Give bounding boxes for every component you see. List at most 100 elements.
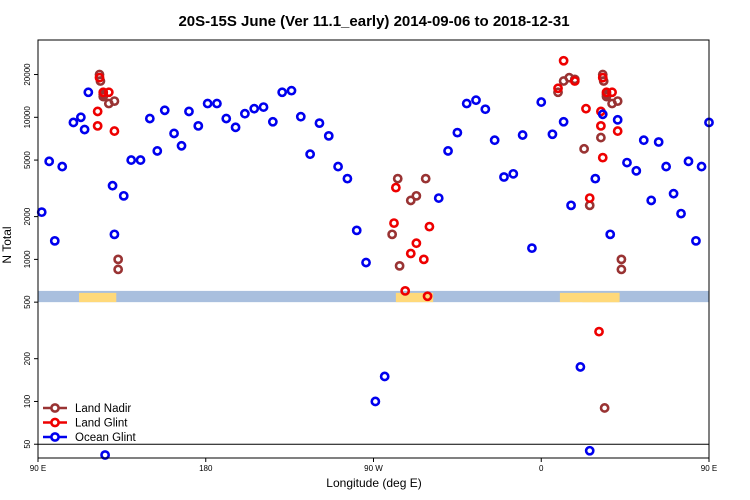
data-point <box>305 149 316 160</box>
legend-item: Ocean Glint <box>43 432 137 444</box>
data-point <box>394 260 405 271</box>
data-point <box>295 111 306 122</box>
legend-marker <box>50 403 60 413</box>
data-point <box>49 235 60 246</box>
data-point <box>83 87 94 98</box>
data-point <box>405 248 416 259</box>
data-point <box>691 235 701 246</box>
data-point <box>547 129 558 140</box>
data-point <box>113 264 124 275</box>
data-point <box>351 225 362 236</box>
data-point <box>392 173 403 184</box>
data-point <box>631 165 642 176</box>
data-point <box>668 188 679 199</box>
data-point <box>597 72 608 83</box>
data-point <box>135 155 146 165</box>
data-point <box>601 87 612 98</box>
data-point <box>405 195 416 206</box>
data-point <box>267 116 278 127</box>
coverage-band-highlight <box>582 292 620 303</box>
data-point <box>107 180 118 191</box>
legend-marker <box>50 417 60 428</box>
data-point <box>422 291 433 302</box>
data-point <box>411 238 422 249</box>
y-tick-label: 50 <box>23 439 32 448</box>
data-point <box>109 96 120 107</box>
data-point <box>92 120 103 131</box>
data-point <box>558 116 569 127</box>
data-point <box>584 445 595 456</box>
data-point <box>452 127 463 138</box>
data-point <box>258 102 269 112</box>
data-point <box>489 135 500 146</box>
data-point <box>75 112 86 123</box>
data-point <box>461 98 472 109</box>
y-tick-label: 5000 <box>23 151 32 169</box>
y-tick-label: 200 <box>23 351 32 365</box>
data-point <box>249 103 260 114</box>
data-point <box>696 161 707 172</box>
data-point <box>595 132 606 143</box>
data-point <box>508 168 519 179</box>
data-point <box>597 109 608 120</box>
y-tick-label: 100 <box>23 394 32 408</box>
data-point <box>44 156 55 167</box>
data-point <box>683 156 694 167</box>
y-axis-label: N Total <box>0 226 14 263</box>
data-point <box>607 87 617 98</box>
data-point <box>569 76 580 86</box>
data-point <box>144 113 155 124</box>
data-point <box>79 124 90 135</box>
x-tick-label: 90 E <box>701 464 717 473</box>
data-point <box>98 87 109 98</box>
data-point <box>333 161 343 172</box>
coverage-band-highlight <box>79 292 117 303</box>
data-point <box>221 113 232 124</box>
data-point <box>159 105 170 116</box>
data-point <box>323 130 334 141</box>
x-tick-label: 90 W <box>364 464 383 473</box>
data-point <box>109 126 120 136</box>
data-point <box>390 182 401 193</box>
data-point <box>612 126 623 136</box>
data-point <box>433 193 444 203</box>
data-point <box>638 135 649 146</box>
data-point <box>558 55 569 66</box>
data-point <box>612 114 623 125</box>
data-point <box>661 161 672 172</box>
x-axis-label: Longitude (deg E) <box>326 476 421 490</box>
data-point <box>370 396 381 407</box>
data-point <box>480 104 491 115</box>
legend-marker <box>50 432 60 442</box>
data-point <box>389 218 399 229</box>
data-point <box>575 362 586 372</box>
data-point <box>594 326 604 337</box>
data-point <box>579 143 590 154</box>
data-point <box>599 403 610 413</box>
legend-item: Land Glint <box>43 418 128 430</box>
data-point <box>361 257 371 268</box>
data-point <box>517 130 528 140</box>
legend-label: Land Nadir <box>75 403 131 415</box>
data-point <box>622 157 632 168</box>
data-point <box>126 155 137 165</box>
data-point <box>100 450 110 460</box>
data-point <box>597 152 608 163</box>
data-point <box>676 208 686 219</box>
data-point <box>605 229 616 240</box>
chart-title: 20S-15S June (Ver 11.1_early) 2014-09-06… <box>178 13 569 30</box>
x-axis: 90 E 180 90 W 0 90 E <box>30 458 717 473</box>
data-point <box>424 221 435 232</box>
data-point <box>230 122 241 133</box>
y-axis: 50 100 200 500 1000 2000 5000 10000 20000 <box>23 63 38 449</box>
data-point <box>581 103 591 114</box>
data-point <box>184 106 194 117</box>
y-tick-label: 500 <box>23 295 32 309</box>
data-point <box>536 97 547 107</box>
data-point <box>212 98 222 109</box>
x-tick-label: 90 E <box>30 464 46 473</box>
legend: Land Nadir Land Glint Ocean Glint <box>43 403 137 444</box>
data-point <box>420 173 431 184</box>
